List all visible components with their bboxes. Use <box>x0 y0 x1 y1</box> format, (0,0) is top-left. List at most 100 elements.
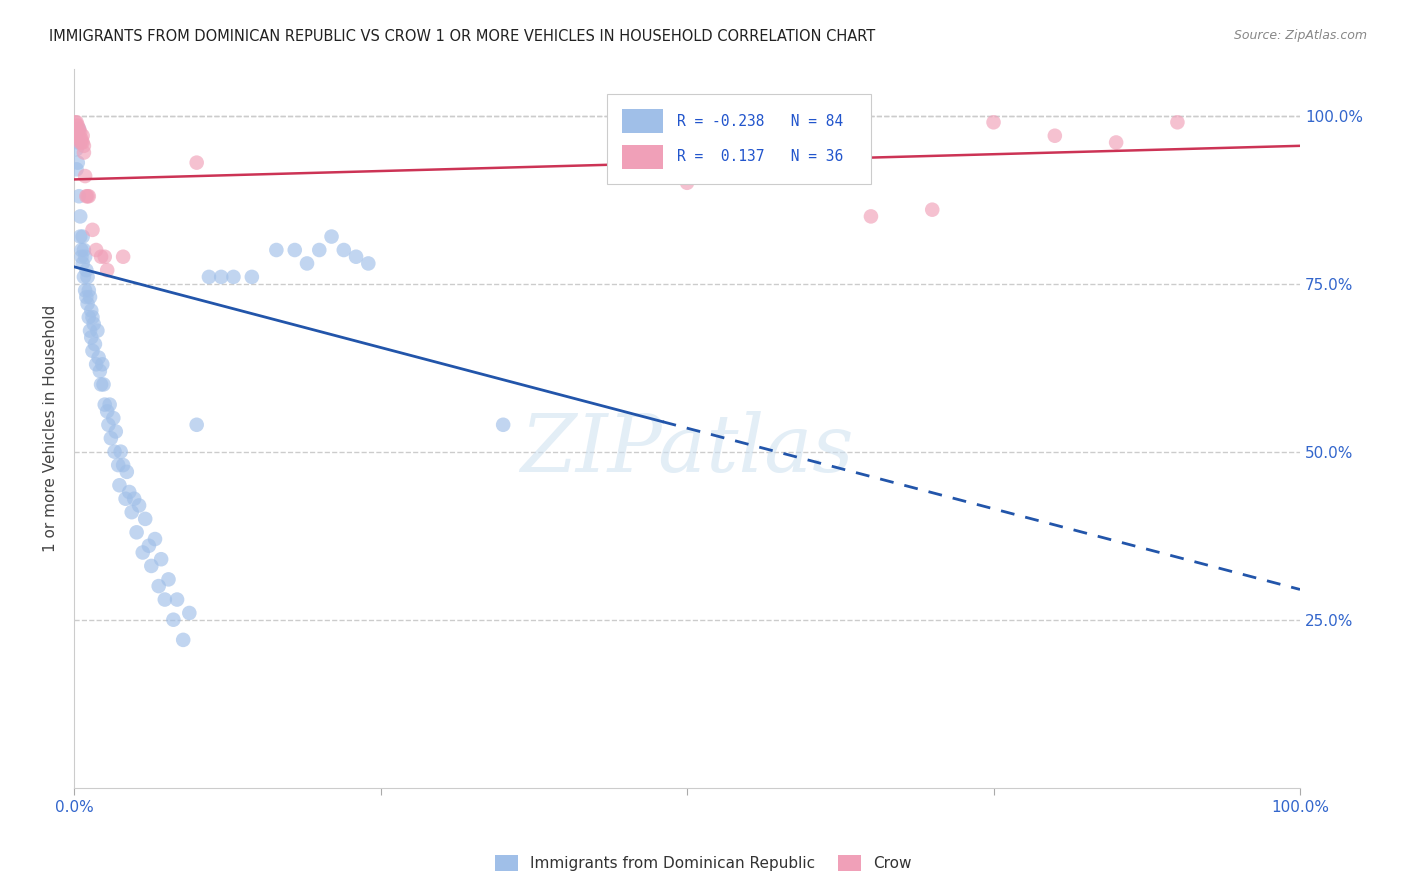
Bar <box>621 109 662 133</box>
Point <box>115 465 138 479</box>
Point <box>103 444 125 458</box>
Point <box>96 404 118 418</box>
Point <box>799 136 821 150</box>
Point <box>143 532 166 546</box>
Point <box>134 512 156 526</box>
Point <box>66 119 89 133</box>
Point <box>87 351 110 365</box>
Point <box>67 132 90 146</box>
Point <box>79 324 101 338</box>
Point <box>66 125 89 139</box>
Point <box>67 122 90 136</box>
Point <box>103 411 125 425</box>
Point <box>128 499 150 513</box>
Point <box>295 256 318 270</box>
Point <box>84 337 107 351</box>
Point <box>65 128 87 143</box>
Point <box>70 132 93 146</box>
Point <box>1105 136 1128 150</box>
Point <box>82 223 104 237</box>
Point <box>108 478 131 492</box>
Point <box>83 317 105 331</box>
Point <box>153 592 176 607</box>
Point <box>66 128 89 143</box>
Point <box>96 263 118 277</box>
Point <box>80 303 103 318</box>
Point <box>186 155 208 169</box>
Point <box>121 505 143 519</box>
Point <box>73 138 96 153</box>
Point <box>73 243 96 257</box>
Point <box>84 357 107 371</box>
Point <box>308 243 330 257</box>
Point <box>67 128 90 143</box>
Point <box>75 189 97 203</box>
Point <box>72 256 94 270</box>
Point <box>90 250 112 264</box>
Point <box>222 269 245 284</box>
Point <box>240 269 263 284</box>
Point <box>76 189 98 203</box>
Point <box>73 145 96 160</box>
Point <box>676 176 699 190</box>
Point <box>67 189 90 203</box>
Point <box>93 398 115 412</box>
Point <box>157 573 180 587</box>
Point <box>104 425 127 439</box>
Point <box>79 290 101 304</box>
Point <box>75 283 97 297</box>
Point <box>70 136 93 150</box>
Point <box>983 115 1005 129</box>
Point <box>114 491 136 506</box>
Point <box>172 632 194 647</box>
Text: R = -0.238   N = 84: R = -0.238 N = 84 <box>678 113 844 128</box>
Point <box>69 125 91 139</box>
Point <box>138 539 160 553</box>
Point <box>66 136 89 150</box>
Point <box>91 357 114 371</box>
Point <box>284 243 307 257</box>
Point <box>112 250 135 264</box>
Point <box>90 377 112 392</box>
Bar <box>621 145 662 169</box>
Point <box>65 162 87 177</box>
Point <box>73 269 96 284</box>
Point <box>75 169 97 183</box>
Point <box>70 250 93 264</box>
Point <box>82 310 104 325</box>
Point <box>67 122 90 136</box>
Point <box>75 250 97 264</box>
Point <box>72 229 94 244</box>
Text: R =  0.137   N = 36: R = 0.137 N = 36 <box>678 150 844 164</box>
FancyBboxPatch shape <box>607 94 870 184</box>
Point <box>118 485 141 500</box>
Point <box>80 330 103 344</box>
Point <box>921 202 943 217</box>
Point <box>100 431 122 445</box>
Point <box>75 290 97 304</box>
Point <box>186 417 208 432</box>
Point <box>66 155 89 169</box>
Point <box>76 269 98 284</box>
Point <box>89 364 111 378</box>
Point <box>162 613 184 627</box>
Point <box>77 310 100 325</box>
Point <box>77 189 100 203</box>
Point <box>209 269 232 284</box>
Text: Source: ZipAtlas.com: Source: ZipAtlas.com <box>1233 29 1367 42</box>
Point <box>344 250 367 264</box>
Point <box>98 398 121 412</box>
Point <box>150 552 173 566</box>
Point <box>122 491 145 506</box>
Point <box>84 243 107 257</box>
Point <box>141 558 163 573</box>
Point <box>125 525 148 540</box>
Point <box>1043 128 1066 143</box>
Point <box>77 283 100 297</box>
Point <box>69 136 91 150</box>
Point <box>70 243 93 257</box>
Point <box>65 115 87 129</box>
Point <box>69 229 91 244</box>
Point <box>1166 115 1188 129</box>
Y-axis label: 1 or more Vehicles in Household: 1 or more Vehicles in Household <box>44 304 58 552</box>
